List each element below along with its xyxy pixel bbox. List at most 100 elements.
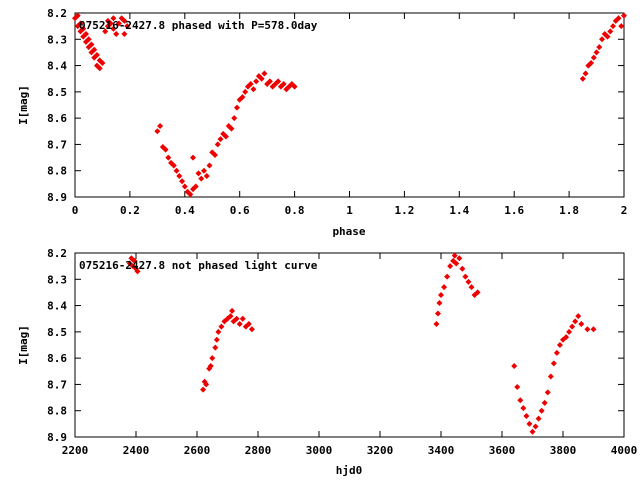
phased-data-point xyxy=(604,33,611,40)
raw-data-point xyxy=(209,355,216,362)
raw-data-point xyxy=(444,273,451,280)
phased-data-point xyxy=(585,62,592,69)
phased-x-tick-label: 0.6 xyxy=(230,204,250,217)
phased-data-point xyxy=(162,146,169,153)
phased-data-point xyxy=(247,80,254,87)
raw-x-tick-label: 3800 xyxy=(550,444,577,457)
raw-data-point xyxy=(535,415,542,422)
phased-data-point xyxy=(261,70,268,77)
phased-data-point xyxy=(206,162,213,169)
phased-data-point xyxy=(192,183,199,190)
phased-data-point xyxy=(258,75,265,82)
phased-data-point xyxy=(85,36,92,43)
raw-data-point xyxy=(526,420,533,427)
phased-x-tick-label: 1.2 xyxy=(394,204,414,217)
raw-data-point xyxy=(213,336,220,343)
raw-data-point xyxy=(553,349,560,356)
phased-data-point xyxy=(228,125,235,132)
phased-y-tick-label: 8.6 xyxy=(47,112,67,125)
raw-data-point xyxy=(236,320,243,327)
raw-data-point xyxy=(456,255,463,262)
raw-x-tick-label: 2400 xyxy=(123,444,150,457)
raw-data-point xyxy=(544,389,551,396)
phased-y-ticks: 8.2 8.3 8.4 8.5 8.6 8.7 8.8 8.9 xyxy=(47,7,624,204)
phased-data-point xyxy=(239,94,246,101)
raw-data-point xyxy=(459,265,466,272)
phased-data-point xyxy=(91,46,98,53)
phased-data-point xyxy=(96,65,103,72)
raw-data-point xyxy=(538,407,545,414)
raw-x-tick-label: 2800 xyxy=(245,444,272,457)
raw-y-axis-label: I[mag] xyxy=(17,325,30,365)
phased-data-point xyxy=(588,59,595,66)
raw-x-axis-label: hjd0 xyxy=(336,464,363,477)
phased-data-point xyxy=(121,17,128,24)
raw-data-point xyxy=(578,320,585,327)
raw-light-curve-plot: 2200 2400 2600 2800 3000 3200 3400 3600 3800 4000… xyxy=(17,247,637,477)
phased-x-tick-label: 0 xyxy=(72,204,79,217)
phased-data-point xyxy=(107,20,114,27)
raw-data-point xyxy=(227,313,234,320)
raw-data-point xyxy=(541,399,548,406)
raw-data-point xyxy=(229,307,236,314)
raw-x-tick-label: 2200 xyxy=(62,444,89,457)
phased-y-tick-label: 8.3 xyxy=(47,33,67,46)
raw-y-tick-label: 8.9 xyxy=(47,431,67,444)
phased-data-point xyxy=(280,80,287,87)
raw-data-point xyxy=(590,326,597,333)
phased-x-tick-label: 2 xyxy=(621,204,628,217)
raw-y-tick-label: 8.5 xyxy=(47,326,67,339)
phased-data-point xyxy=(121,31,128,38)
raw-points xyxy=(126,252,597,435)
raw-x-tick-label: 3400 xyxy=(428,444,455,457)
raw-data-point xyxy=(447,263,454,270)
raw-x-tick-label: 3600 xyxy=(489,444,516,457)
raw-data-point xyxy=(575,313,582,320)
phased-plot-frame xyxy=(74,12,625,198)
phased-data-point xyxy=(157,123,164,130)
phased-data-point xyxy=(211,151,218,158)
phased-y-tick-label: 8.7 xyxy=(47,138,67,151)
phased-x-axis-label: phase xyxy=(332,225,365,238)
raw-data-point xyxy=(134,268,141,275)
phased-y-axis-label: I[mag] xyxy=(17,85,30,125)
raw-data-point xyxy=(207,363,214,370)
raw-data-point xyxy=(245,320,252,327)
phased-data-point xyxy=(80,25,87,32)
phased-x-tick-label: 1.8 xyxy=(559,204,579,217)
phased-data-point xyxy=(190,154,197,161)
phased-data-point xyxy=(214,141,221,148)
phased-data-point xyxy=(181,183,188,190)
raw-data-point xyxy=(462,273,469,280)
phased-data-point xyxy=(596,44,603,51)
raw-y-tick-label: 8.7 xyxy=(47,378,67,391)
raw-data-point xyxy=(584,326,591,333)
phased-y-tick-label: 8.5 xyxy=(47,86,67,99)
phased-data-point xyxy=(165,154,172,161)
raw-data-point xyxy=(434,310,441,317)
phased-data-point xyxy=(179,178,186,185)
phased-data-point xyxy=(615,15,622,22)
phased-data-point xyxy=(198,175,205,182)
phased-data-point xyxy=(187,191,194,198)
raw-data-point xyxy=(569,323,576,330)
phased-data-point xyxy=(195,170,202,177)
phased-data-point xyxy=(203,172,210,179)
phased-data-point xyxy=(610,23,617,30)
phased-data-point xyxy=(113,31,120,38)
raw-data-point xyxy=(563,334,570,341)
phased-data-point xyxy=(173,167,180,174)
phased-x-tick-label: 1 xyxy=(346,204,353,217)
phased-x-ticks: 0 0.2 0.4 0.6 0.8 1 1.2 1.4 1.6 1.8 2 xyxy=(72,13,628,217)
raw-x-tick-label: 4000 xyxy=(611,444,638,457)
phased-data-point xyxy=(590,54,597,61)
raw-data-point xyxy=(438,292,444,299)
raw-data-point xyxy=(532,423,539,430)
raw-x-tick-label: 3000 xyxy=(306,444,333,457)
phased-data-point xyxy=(291,83,298,90)
phased-data-point xyxy=(242,88,249,95)
raw-data-point xyxy=(468,284,475,291)
raw-data-point xyxy=(433,320,440,327)
phased-data-point xyxy=(266,78,273,85)
raw-data-point xyxy=(550,360,557,367)
